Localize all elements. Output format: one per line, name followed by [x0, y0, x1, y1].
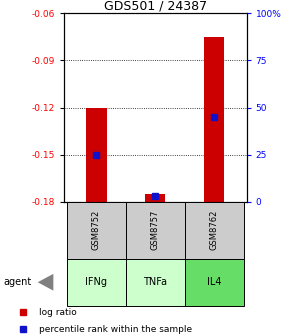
Text: GSM8752: GSM8752 — [92, 210, 101, 250]
Bar — [67, 202, 126, 259]
Text: log ratio: log ratio — [39, 308, 76, 317]
Polygon shape — [38, 274, 53, 291]
Text: IFNg: IFNg — [85, 277, 107, 287]
Bar — [67, 259, 126, 306]
Title: GDS501 / 24387: GDS501 / 24387 — [104, 0, 207, 12]
Bar — [185, 202, 244, 259]
Text: GSM8762: GSM8762 — [210, 210, 219, 250]
Bar — [145, 194, 166, 202]
Bar — [126, 259, 185, 306]
Text: GSM8757: GSM8757 — [151, 210, 160, 250]
Text: percentile rank within the sample: percentile rank within the sample — [39, 325, 192, 334]
Bar — [185, 259, 244, 306]
Text: agent: agent — [3, 277, 31, 287]
Bar — [204, 37, 224, 202]
Text: IL4: IL4 — [207, 277, 221, 287]
Text: TNFa: TNFa — [143, 277, 167, 287]
Bar — [126, 202, 185, 259]
Bar — [86, 108, 106, 202]
